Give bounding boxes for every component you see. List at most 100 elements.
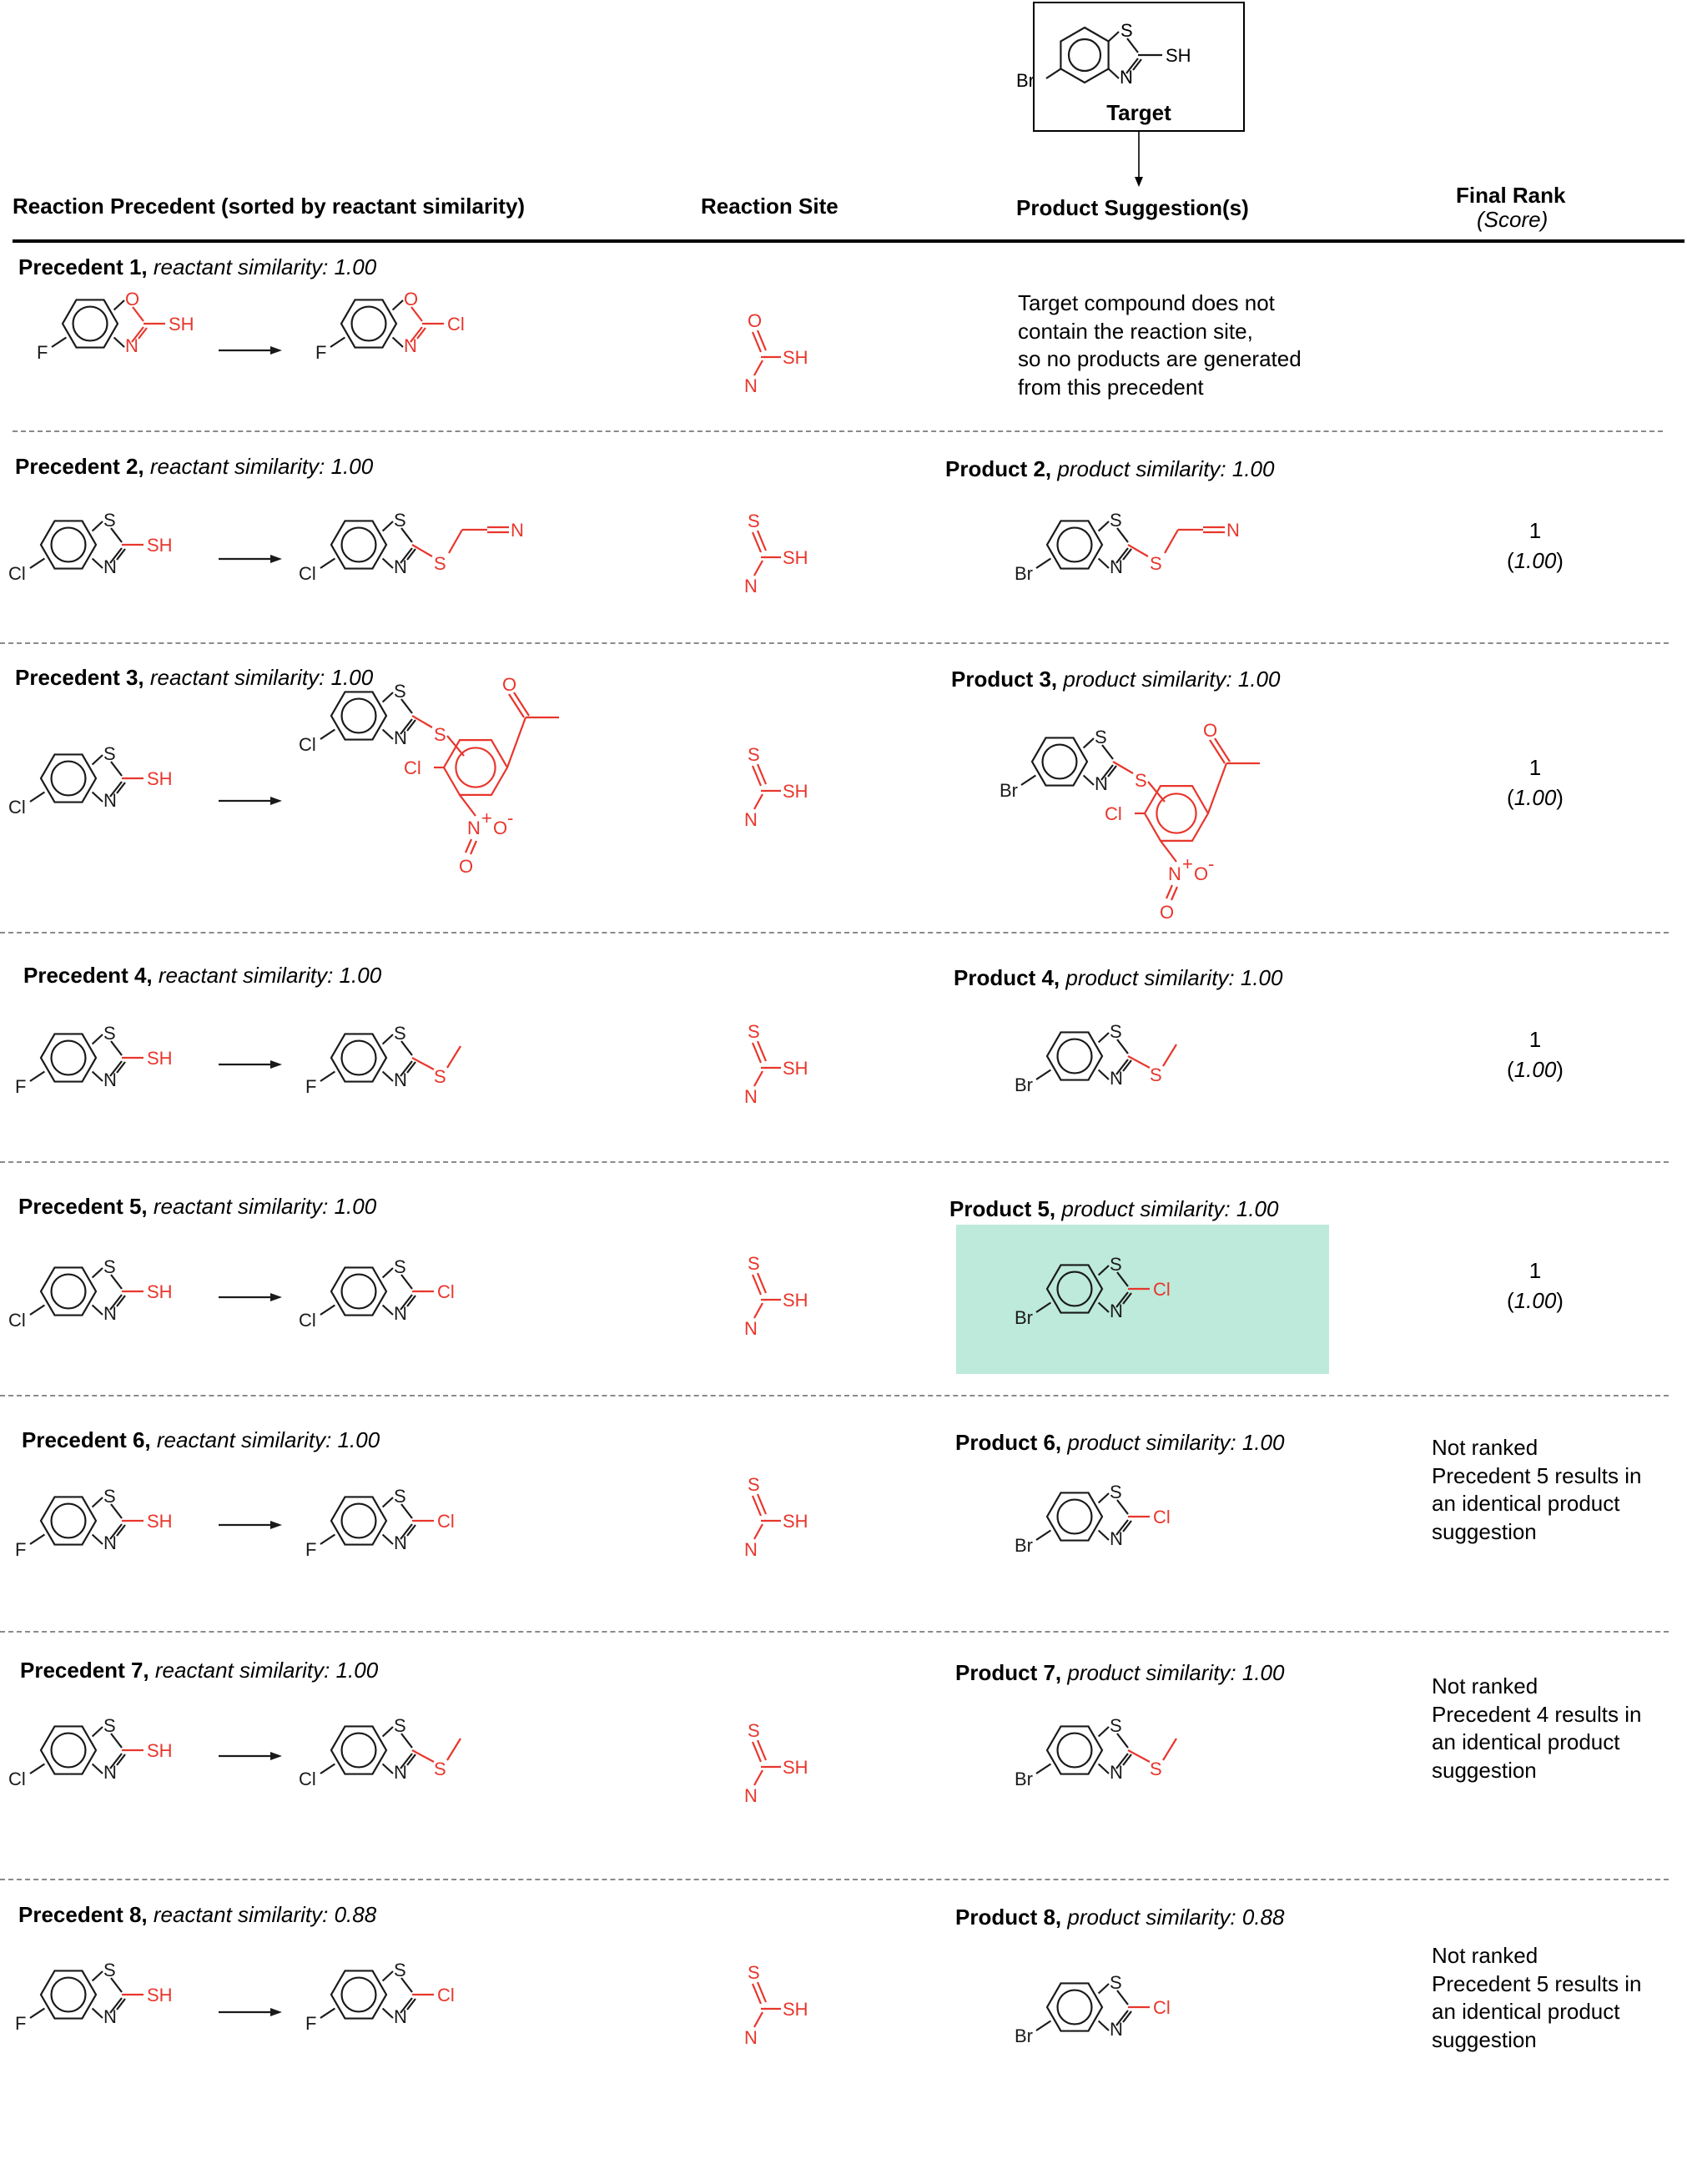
benzene-ring (1045, 1031, 1104, 1081)
substituent-label: Br (1000, 780, 1018, 801)
bond (446, 735, 465, 757)
rank-value: 1 (1528, 1027, 1542, 1052)
group-label: SH (169, 314, 194, 335)
ring-heteroatom: S (103, 1715, 116, 1736)
product-label: Product 3, (951, 667, 1058, 692)
chloro-label: Cl (1105, 803, 1122, 824)
benzene-ring (330, 1033, 388, 1083)
precedent-product-molecule-8: S N F Cl (305, 1960, 455, 2034)
bond (330, 336, 346, 348)
bond (756, 530, 768, 551)
reaction-site-7: S SH N (744, 1720, 808, 1806)
reaction-site-4: S SH N (744, 1021, 808, 1107)
bond (400, 718, 413, 735)
group-label: Cl (1153, 1507, 1171, 1527)
benzene-ring (1030, 737, 1089, 787)
ring-heteroatom: S (1095, 727, 1107, 747)
note-line: an identical product (1432, 1491, 1620, 1516)
bond (91, 1726, 103, 1738)
bond (391, 299, 404, 311)
bond (411, 544, 433, 557)
bond (29, 1304, 46, 1316)
bond (1214, 737, 1231, 762)
bond (381, 728, 394, 740)
ring-heteroatom: S (1110, 510, 1122, 531)
ring-heteroatom: S (394, 1960, 406, 1980)
charge: - (507, 808, 513, 828)
bond (1164, 529, 1179, 554)
group-label: Cl (1153, 1279, 1171, 1300)
bond (320, 1070, 336, 1082)
bond (91, 2007, 103, 2019)
row-separator (0, 1161, 1669, 1163)
bond (1035, 1301, 1052, 1313)
bond (400, 698, 413, 714)
substituent-label: F (305, 1076, 316, 1097)
aromatic-circle (340, 1976, 377, 2013)
reaction-arrow-8 (219, 2008, 282, 2016)
note-line: suggestion (1432, 1757, 1537, 1783)
ring-heteroatom: S (394, 1486, 406, 1507)
keto-oxygen: O (1203, 720, 1217, 741)
bond (381, 557, 394, 569)
bond (410, 306, 423, 322)
benzene-ring (330, 691, 388, 741)
bond (756, 330, 768, 351)
ring-nitrogen: N (394, 1303, 407, 1324)
product-3-title: Product 3, product similarity: 1.00 (951, 667, 1280, 692)
bond (381, 521, 394, 532)
bond (381, 1763, 394, 1774)
bond (1107, 765, 1117, 777)
row-1-title: Precedent 1, reactant similarity: 1.00 (18, 254, 376, 280)
bond (91, 791, 103, 803)
ring-nitrogen: N (1110, 1068, 1123, 1089)
note-line: Precedent 5 results in (1432, 1462, 1642, 1488)
group-label: S (1150, 1759, 1162, 1779)
charge: + (1182, 853, 1193, 874)
product-7-title: Product 7, product similarity: 1.00 (955, 1660, 1284, 1686)
substituent-label: F (305, 2013, 316, 2034)
bond (464, 838, 473, 853)
bond (753, 2011, 763, 2028)
precedent-label: Precedent 8, (18, 1902, 148, 1927)
ring-heteroatom: O (404, 289, 418, 309)
bond (446, 1045, 461, 1069)
bond (1122, 1754, 1132, 1766)
precedent-label: Precedent 3, (15, 665, 144, 690)
bond (1122, 548, 1132, 561)
bond (406, 548, 416, 561)
benzene-ring (1045, 520, 1104, 570)
bond (109, 1294, 123, 1311)
group-label: S (1150, 1064, 1162, 1085)
bond (29, 791, 46, 803)
ring-heteroatom: S (1110, 1482, 1122, 1502)
site-n-atom: N (744, 809, 758, 830)
reaction-arrow-1 (219, 346, 282, 355)
group-label: Cl (437, 1281, 455, 1302)
site-right-group: SH (783, 1511, 808, 1532)
bond (91, 1304, 103, 1316)
ring-nitrogen: N (1110, 2019, 1123, 2040)
nitro-o: O (493, 818, 507, 838)
substituent-label: Cl (299, 1310, 316, 1331)
substituent-label: F (315, 342, 326, 363)
bond (400, 1753, 413, 1769)
reaction-site-5: S SH N (744, 1253, 808, 1339)
bond (1101, 744, 1114, 760)
group-label: SH (147, 1985, 173, 2005)
arrow-head (270, 1752, 282, 1760)
bond (751, 765, 763, 787)
reaction-arrow-5 (219, 1293, 282, 1301)
charge: - (1208, 853, 1214, 874)
substituent-label: F (305, 1539, 316, 1560)
bond (91, 1763, 103, 1774)
ring-nitrogen: N (103, 1762, 117, 1783)
reactant-similarity: reactant similarity: 1.00 (153, 254, 377, 279)
bond (406, 1061, 416, 1074)
product-label: Product 6, (955, 1430, 1062, 1455)
substituent-label: Cl (8, 563, 26, 584)
reactant-similarity: reactant similarity: 0.88 (153, 1902, 377, 1927)
bond (131, 326, 144, 343)
bond (1160, 840, 1177, 863)
bond (753, 1769, 763, 1786)
